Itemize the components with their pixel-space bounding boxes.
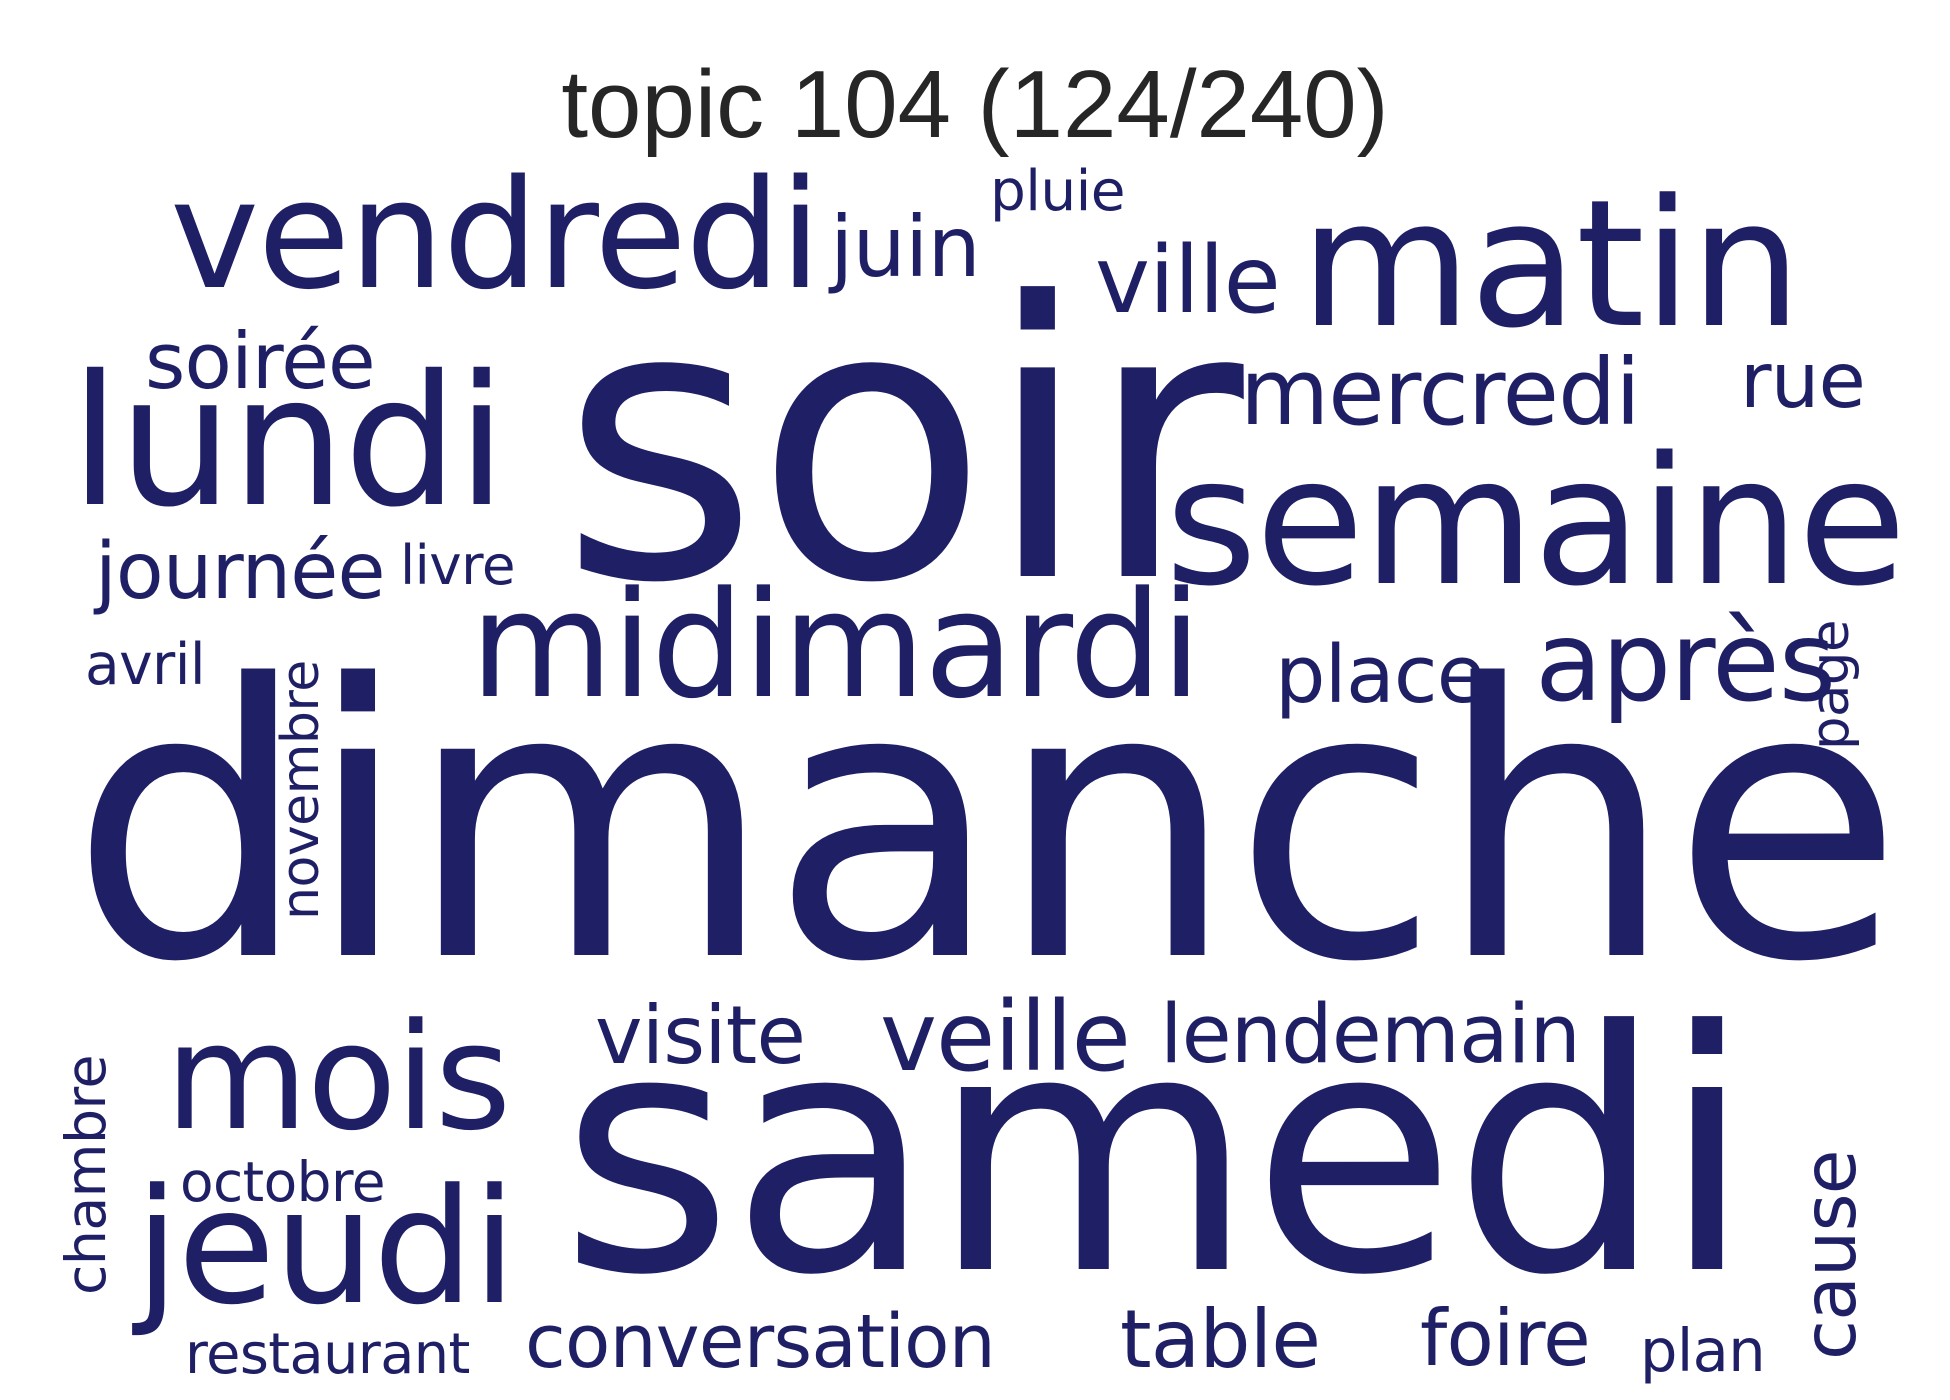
word-cause: cause	[1788, 1150, 1873, 1360]
word-mercredi: mercredi	[1240, 338, 1641, 446]
word-pluie: pluie	[990, 159, 1126, 225]
word-apres: après	[1535, 598, 1836, 727]
word-livre: livre	[400, 532, 515, 597]
word-foire: foire	[1420, 1294, 1591, 1385]
word-chambre: chambre	[55, 1055, 119, 1295]
word-lundi: lundi	[70, 336, 507, 548]
word-visite: visite	[595, 987, 806, 1082]
word-octobre: octobre	[180, 1150, 386, 1215]
word-soir: soir	[560, 222, 1244, 667]
word-avril: avril	[85, 631, 206, 698]
word-veille: veille	[880, 981, 1131, 1094]
word-restaurant: restaurant	[185, 1322, 470, 1388]
word-vendredi: vendredi	[170, 146, 821, 323]
word-rue: rue	[1740, 337, 1866, 427]
word-juin: juin	[830, 198, 981, 297]
word-plan: plan	[1640, 1315, 1766, 1385]
word-jeudi: jeudi	[135, 1154, 517, 1340]
chart-title: topic 104 (124/240)	[561, 51, 1389, 158]
word-soiree: soirée	[145, 316, 376, 407]
word-lendemain: lendemain	[1160, 987, 1581, 1082]
word-matin: matin	[1300, 161, 1802, 367]
word-mois: mois	[165, 990, 511, 1163]
word-dimanche: dimanche	[70, 605, 1904, 1045]
word-midimardi: midimardi	[470, 559, 1202, 731]
word-semaine: semaine	[1165, 418, 1907, 625]
word-samedi: samedi	[560, 960, 1753, 1348]
word-table: table	[1120, 1292, 1321, 1387]
word-page: page	[1800, 620, 1861, 750]
word-ville: ville	[1095, 225, 1281, 334]
word-place: place	[1275, 628, 1486, 722]
word-novembre: novembre	[271, 660, 331, 920]
word-conversation: conversation	[525, 1299, 996, 1386]
word-journee: journée	[95, 527, 386, 618]
